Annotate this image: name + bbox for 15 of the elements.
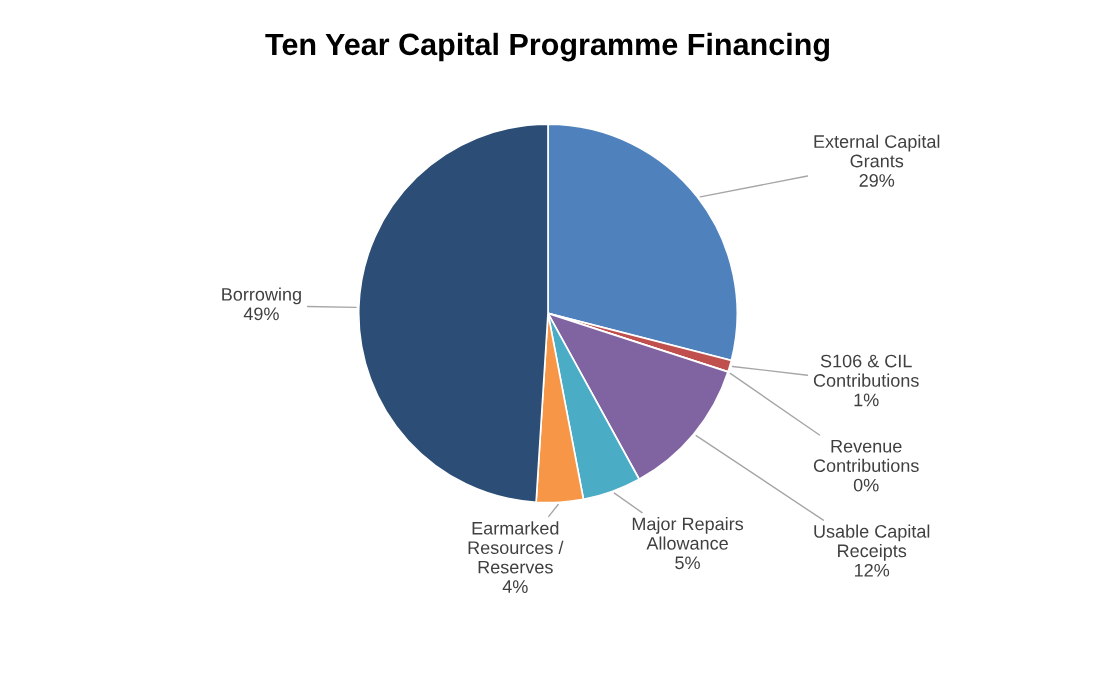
data-label: 4% (502, 580, 528, 593)
data-label: 49% (243, 307, 279, 321)
data-label: 29% (859, 174, 895, 187)
data-label: 5% (675, 556, 700, 570)
chart-title: Ten Year Capital Programme Financing (265, 32, 829, 62)
slice-label: S106 & CIL Contributions (813, 354, 919, 387)
slice-label: Usable Capital Receipts (814, 524, 930, 561)
category-label: Revenue Contributions (813, 439, 919, 473)
text: 0% (853, 478, 879, 492)
slice-label: Earmarked Resources / Reserves (468, 521, 564, 574)
slice-label: Borrowing (222, 287, 301, 305)
data-label: 12% (855, 563, 890, 577)
slice-label: External Capital Grants (814, 134, 940, 168)
slice-label: Major Repairs Allowance (632, 517, 744, 550)
data-label: 1% (854, 393, 879, 407)
